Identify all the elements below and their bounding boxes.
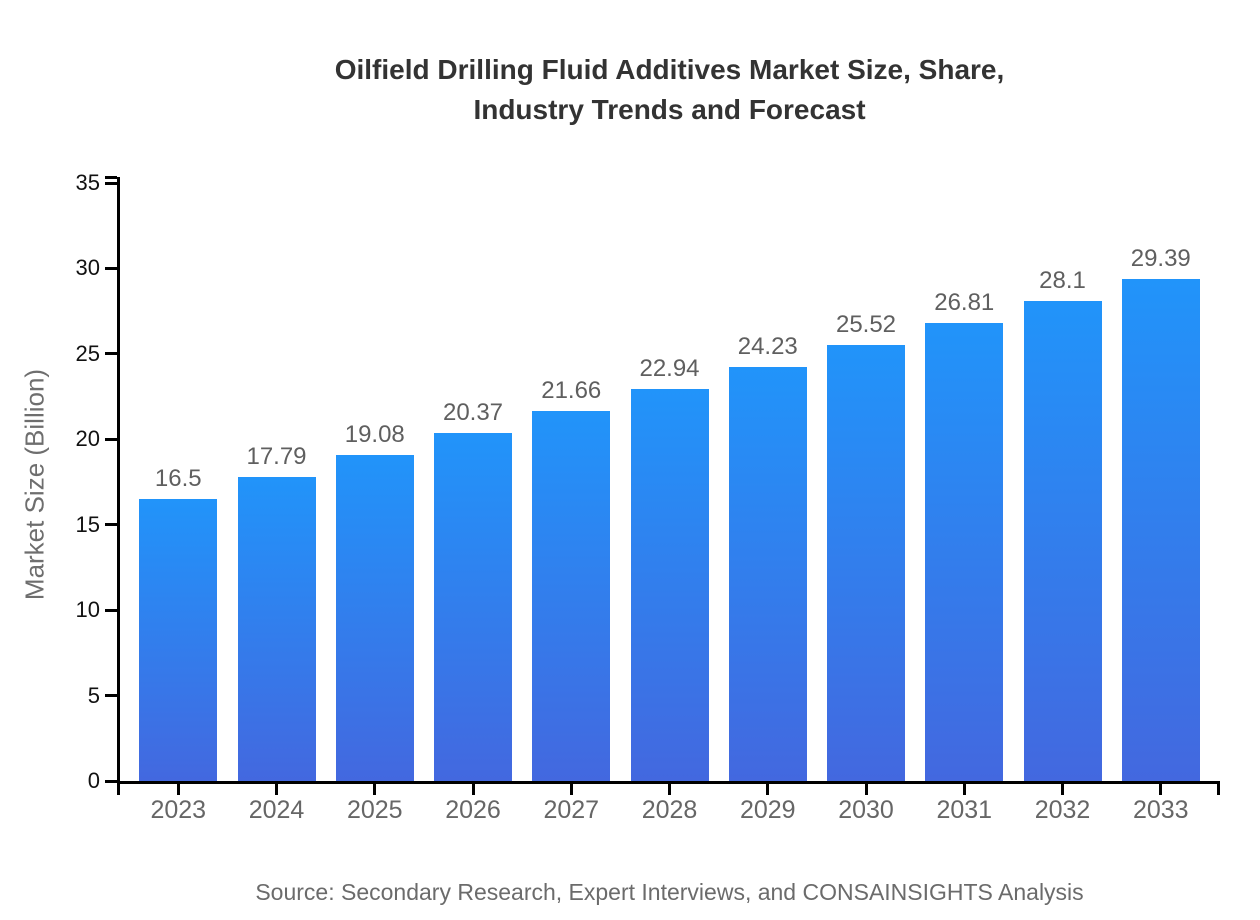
x-axis-tick-2030 — [864, 781, 868, 795]
y-axis-tick — [105, 437, 117, 441]
x-axis-label-2023: 2023 — [150, 796, 207, 824]
bar-2029 — [728, 367, 807, 781]
bar-value-label-2033: 29.39 — [1130, 244, 1191, 272]
x-axis-tick-2032 — [1061, 781, 1064, 795]
bar-2025 — [335, 455, 414, 781]
y-axis-tick — [105, 523, 117, 527]
y-axis-tick — [105, 694, 117, 698]
bar-2026 — [434, 432, 512, 781]
x-axis-tick-2031 — [962, 781, 966, 795]
x-axis-label-2029: 2029 — [739, 796, 796, 824]
y-axis-tick-label: 30 — [75, 255, 100, 281]
bar-value-label-2026: 20.37 — [442, 398, 504, 426]
bar-value-label-2030: 25.52 — [835, 310, 897, 338]
x-axis-tick-2029 — [766, 781, 770, 795]
bar-2032 — [1023, 300, 1102, 781]
y-axis-line — [117, 177, 120, 795]
bar-value-label-2027: 21.66 — [541, 376, 602, 404]
y-axis-tick — [105, 779, 117, 783]
x-axis-end-tick — [1217, 781, 1220, 795]
y-axis-tick — [105, 266, 117, 270]
bar-value-label-2031: 26.81 — [934, 288, 995, 316]
bar-2033 — [1121, 278, 1200, 781]
chart-title: Oilfield Drilling Fluid Additives Market… — [119, 50, 1220, 130]
y-axis-top-cap-tick — [105, 175, 117, 179]
y-axis-tick-label: 0 — [87, 768, 100, 793]
x-axis-tick-2026 — [471, 781, 475, 795]
y-axis-tick-label: 20 — [75, 426, 100, 452]
bar-2031 — [925, 322, 1004, 781]
x-axis-tick-2024 — [275, 781, 278, 795]
y-axis-tick-label: 10 — [75, 597, 100, 623]
chart-title-line1: Oilfield Drilling Fluid Additives Market… — [334, 54, 1005, 85]
y-axis-tick-label: 15 — [75, 511, 100, 537]
bar-2030 — [827, 344, 905, 781]
x-axis-label-2025: 2025 — [346, 796, 403, 824]
y-axis-tick — [105, 181, 117, 185]
bar-value-label-2025: 19.08 — [344, 421, 405, 448]
x-axis-label-2031: 2031 — [936, 796, 993, 824]
x-axis-label-2032: 2032 — [1034, 796, 1091, 824]
y-axis-tick-label: 5 — [87, 682, 100, 708]
x-axis-label-2030: 2030 — [838, 796, 894, 824]
bar-2023 — [139, 499, 218, 781]
y-axis-tick-label: 35 — [75, 170, 100, 195]
x-axis-tick-2028 — [668, 781, 671, 795]
y-axis-tick — [105, 608, 117, 612]
x-axis-label-2033: 2033 — [1132, 796, 1189, 824]
bar-value-label-2028: 22.94 — [639, 355, 700, 383]
source-note: Source: Secondary Research, Expert Inter… — [255, 879, 1084, 905]
x-axis-tick-2027 — [569, 781, 573, 795]
y-axis-tick — [105, 352, 117, 356]
chart-title-line2: Industry Trends and Forecast — [473, 94, 866, 125]
x-axis-label-2024: 2024 — [248, 796, 305, 824]
bar-value-label-2029: 24.23 — [737, 333, 798, 360]
bar-value-label-2032: 28.1 — [1039, 266, 1086, 294]
bar-2024 — [237, 477, 316, 781]
x-axis-tick-2023 — [176, 781, 180, 795]
y-axis-tick-label: 25 — [75, 340, 100, 366]
x-axis-label-2028: 2028 — [641, 796, 698, 824]
x-axis-tick-2025 — [373, 781, 377, 795]
x-axis-label-2026: 2026 — [445, 796, 501, 824]
x-axis-tick-2033 — [1159, 781, 1163, 795]
bar-2027 — [532, 410, 611, 781]
x-axis-label-2027: 2027 — [543, 796, 600, 824]
y-axis-title: Market Size (Billion) — [19, 368, 50, 601]
bar-value-label-2024: 17.79 — [246, 443, 307, 471]
bar-2028 — [630, 389, 709, 781]
bar-value-label-2023: 16.5 — [154, 465, 202, 493]
